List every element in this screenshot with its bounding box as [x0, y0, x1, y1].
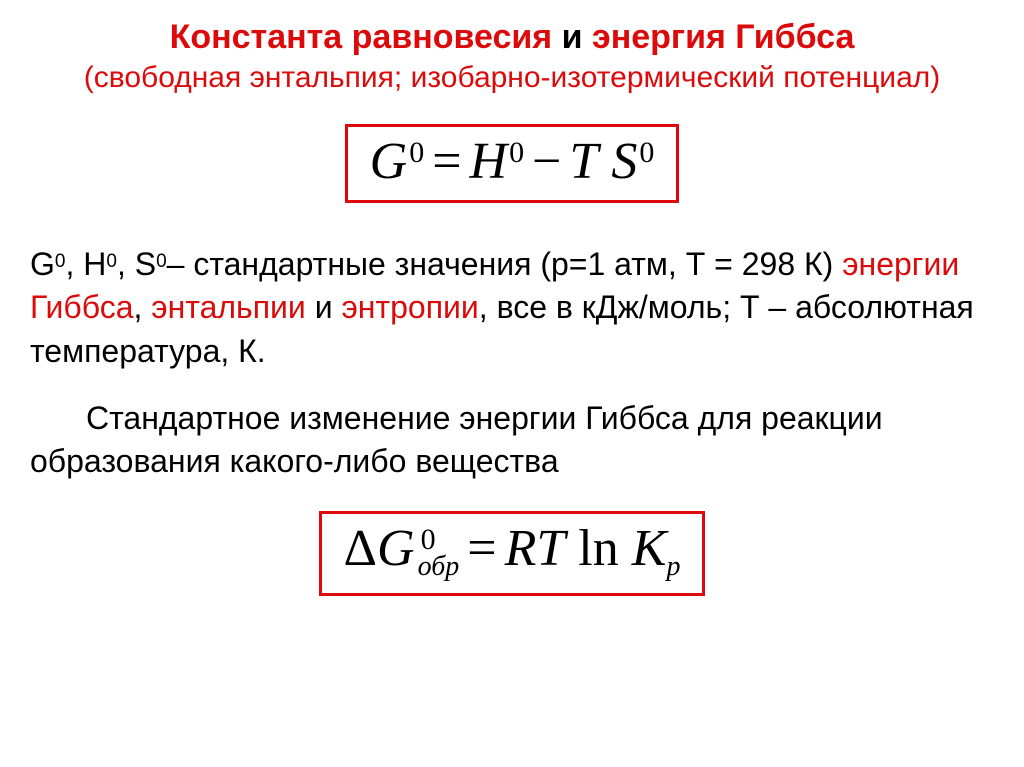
paragraph-definitions: G0, H0, S0– стандартные значения (р=1 ат… — [30, 243, 994, 373]
eq2-G: G — [377, 520, 415, 577]
title-part1: Константа равновесия — [170, 18, 553, 56]
p1-aft: – стандартные значения (р=1 атм, Т = 298… — [167, 246, 843, 282]
eq1-eq: = — [424, 133, 469, 190]
p1-H: H — [83, 246, 106, 282]
paragraph-reaction: Стандартное изменение энергии Гиббса для… — [30, 397, 994, 483]
p1-S: S — [135, 246, 156, 282]
eq2-delta: Δ — [344, 520, 377, 577]
p1-s1: , — [65, 246, 83, 282]
p1-G0: 0 — [55, 251, 66, 272]
eq1-Hsup: 0 — [509, 136, 524, 169]
title-part2: энергия Гиббса — [592, 18, 854, 56]
eq1-S: S — [611, 133, 637, 190]
eq2-p: p — [666, 551, 680, 582]
slide-subtitle: (свободная энтальпия; изобарно-изотермич… — [30, 59, 994, 97]
eq2-ln: ln — [578, 520, 618, 577]
eq1-Ssup: 0 — [639, 136, 654, 169]
p1-H0: 0 — [106, 251, 117, 272]
p1-entr: энтропии — [341, 289, 478, 325]
p1-S0: 0 — [156, 251, 167, 272]
p1-s3: , — [134, 289, 152, 325]
p1-s2: , — [117, 246, 135, 282]
p1-enth: энтальпии — [151, 289, 306, 325]
eq1-minus: − — [524, 133, 569, 190]
eq1-Gsup: 0 — [409, 136, 424, 169]
eq2-eq: = — [459, 520, 504, 577]
title-conj: и — [552, 18, 592, 56]
slide: Константа равновесия и энергия Гиббса (с… — [0, 0, 1024, 767]
eq1-T: T — [569, 133, 598, 190]
eq2-T: T — [536, 520, 565, 577]
equation-gibbs-definition: G0=H0−T S0 — [345, 124, 680, 203]
eq1-G: G — [370, 133, 408, 190]
equation-delta-g-formation: ΔG0обр=RT ln Kp — [319, 511, 706, 596]
eq2-R: R — [505, 520, 537, 577]
slide-title: Константа равновесия и энергия Гиббса — [30, 16, 994, 59]
eq2-K: K — [632, 520, 667, 577]
p1-and: и — [306, 289, 342, 325]
p1-G: G — [30, 246, 55, 282]
eq1-H: H — [470, 133, 508, 190]
eq2-obr: обр — [418, 551, 460, 582]
